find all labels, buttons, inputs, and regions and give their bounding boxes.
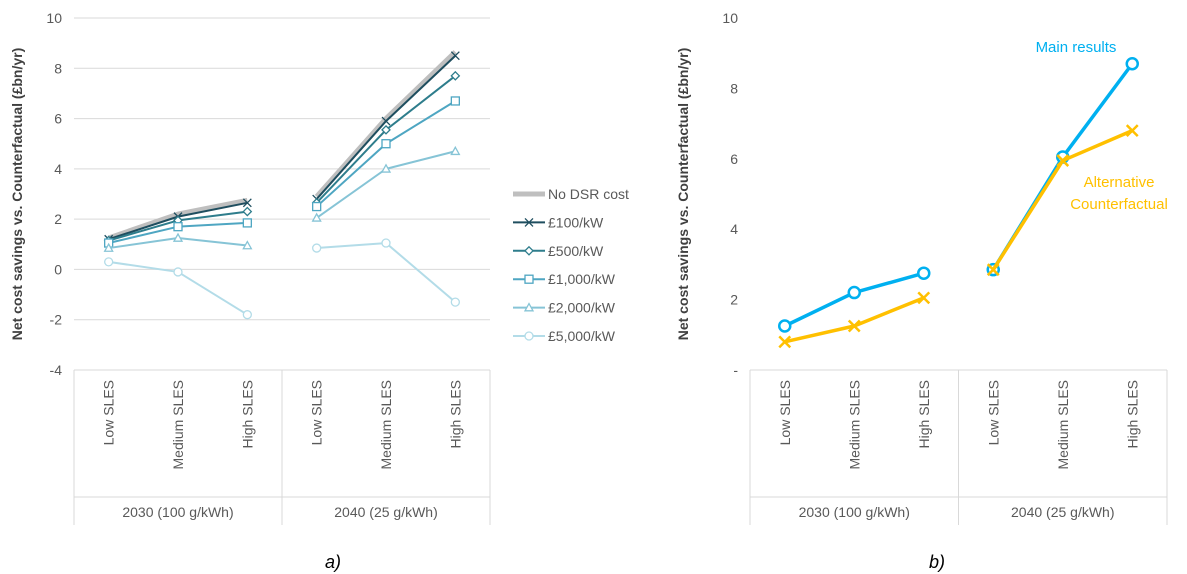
y-tick-label: 6 [54, 111, 62, 127]
category-label: High SLES [1124, 380, 1140, 448]
group-label: 2030 (100 g/kWh) [799, 504, 910, 520]
series-main-results [778, 57, 1139, 333]
x-marker [986, 263, 1000, 277]
diamond-marker [381, 124, 391, 135]
circle-marker [917, 266, 931, 280]
x-marker [524, 217, 534, 227]
diamond-marker [242, 206, 253, 217]
triangle-marker [523, 302, 535, 312]
circle-marker [524, 331, 534, 341]
y-tick-label: 10 [722, 10, 738, 26]
y-tick-label: 8 [730, 80, 738, 96]
y-axis-label: Net cost savings vs. Counterfactual (£bn… [9, 48, 25, 341]
category-label: Low SLES [777, 380, 793, 445]
series-1-000-kw [104, 96, 460, 248]
series-5-000-kw [104, 238, 460, 320]
legend-label: £500/kW [548, 243, 604, 259]
category-label: Medium SLES [1055, 380, 1071, 469]
category-label: Low SLES [309, 380, 325, 445]
legend-label: £100/kW [548, 214, 604, 230]
triangle-marker [172, 232, 184, 242]
circle-marker [312, 243, 322, 253]
diamond-marker [450, 70, 461, 81]
circle-marker [381, 238, 391, 248]
category-label: High SLES [916, 380, 932, 448]
x-marker [242, 198, 252, 208]
series-line [784, 296, 925, 344]
y-tick-label: 2 [54, 211, 62, 227]
series-line [783, 271, 925, 328]
square-marker [173, 222, 183, 232]
chart-caption: b) [929, 552, 945, 572]
y-tick-label: -2 [50, 312, 63, 328]
circle-marker [104, 257, 114, 267]
square-marker [242, 218, 252, 228]
series-line [316, 150, 456, 219]
legend-label: £5,000/kW [548, 328, 616, 344]
circle-marker [450, 297, 460, 307]
chart-caption: a) [325, 552, 341, 572]
series-no-dsr-cost [107, 50, 458, 241]
y-tick-label: -4 [50, 362, 63, 378]
series-annotation: Main results [1036, 39, 1117, 56]
series-alternative-counterfactual [778, 124, 1139, 349]
chart-b: - 2 4 6 8 10 Net cost savings vs. Counterfactu… [675, 10, 1168, 572]
x-marker [450, 51, 460, 61]
x-marker [1056, 154, 1070, 167]
circle-marker [242, 310, 252, 320]
triangle-marker [242, 240, 253, 250]
y-tick-label: 10 [46, 10, 62, 26]
category-label: High SLES [447, 380, 463, 448]
y-tick-label: 2 [730, 292, 738, 308]
category-label: Low SLES [101, 380, 117, 445]
legend-label: £2,000/kW [548, 300, 616, 316]
y-tick-label: 4 [54, 161, 62, 177]
category-label: Medium SLES [846, 380, 862, 469]
x-marker [847, 319, 861, 333]
square-marker [312, 201, 322, 212]
circle-marker [778, 319, 792, 333]
triangle-marker [450, 145, 461, 156]
y-tick-label: 4 [730, 221, 738, 237]
legend-label: No DSR cost [548, 186, 629, 202]
x-marker [778, 335, 792, 349]
legend-label: £1,000/kW [548, 271, 616, 287]
circle-marker [1125, 57, 1139, 71]
series-line [316, 242, 456, 303]
series-100-kw [104, 51, 460, 244]
circle-marker [847, 285, 861, 300]
series-2-000-kw [103, 145, 461, 252]
category-label: Medium SLES [378, 380, 394, 469]
series-annotation: Counterfactual [1070, 196, 1168, 213]
group-label: 2040 (25 g/kWh) [1011, 504, 1115, 520]
group-label: 2030 (100 g/kWh) [122, 504, 233, 520]
square-marker [450, 96, 460, 106]
y-tick-label: - [733, 362, 738, 378]
group-label: 2040 (25 g/kWh) [334, 504, 438, 520]
series-line [107, 197, 248, 241]
category-label: Low SLES [985, 380, 1001, 445]
y-tick-label: 6 [730, 151, 738, 167]
y-axis-label: Net cost savings vs. Counterfactual (£bn… [675, 48, 691, 341]
x-marker [381, 116, 391, 126]
legend: No DSR cost £100/kW £500/kW £1,000/kW £2,000… [513, 186, 629, 344]
square-marker [381, 139, 391, 149]
series-annotation: Alternative [1084, 174, 1155, 191]
triangle-marker [311, 212, 322, 222]
x-marker [917, 291, 931, 305]
chart-a: -4 -2 0 2 4 6 8 10 Net cost savings vs. Counterf… [9, 10, 491, 572]
circle-marker [173, 267, 183, 277]
triangle-marker [380, 163, 392, 173]
diamond-marker [524, 245, 534, 256]
y-tick-label: 0 [54, 261, 62, 277]
x-marker [1125, 124, 1139, 138]
category-label: Medium SLES [170, 380, 186, 469]
square-marker [524, 274, 534, 284]
y-tick-label: 8 [54, 60, 62, 76]
series-line [314, 50, 458, 199]
category-label: High SLES [239, 380, 255, 448]
triangle-marker [103, 242, 114, 252]
